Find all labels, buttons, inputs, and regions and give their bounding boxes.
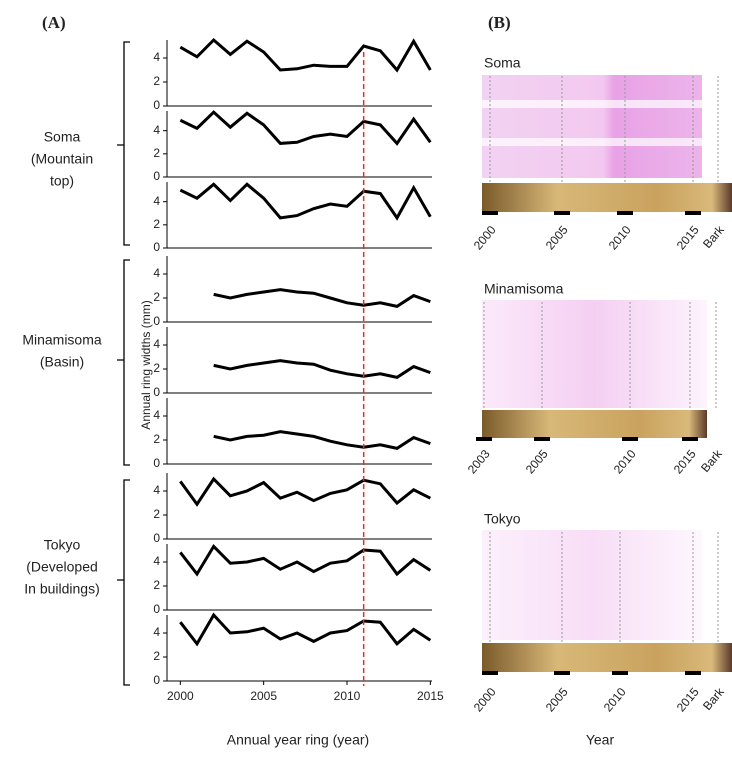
y-tick-label: 4 bbox=[153, 625, 160, 639]
x-axis-label: Year bbox=[586, 732, 615, 748]
scale-bar bbox=[685, 671, 701, 675]
year-label: 2015 bbox=[671, 447, 699, 477]
year-label: 2003 bbox=[465, 447, 493, 477]
year-label: Bark bbox=[700, 222, 727, 251]
group-label: Soma bbox=[44, 129, 81, 145]
y-tick-label: 0 bbox=[153, 531, 160, 545]
y-tick-label: 4 bbox=[153, 266, 160, 280]
year-label: 2010 bbox=[606, 223, 634, 253]
year-label: 2005 bbox=[523, 447, 551, 477]
group-label: top) bbox=[50, 173, 74, 189]
series-line bbox=[213, 430, 431, 450]
series-line bbox=[179, 182, 432, 221]
y-tick-label: 2 bbox=[153, 361, 160, 375]
y-tick-label: 2 bbox=[153, 74, 160, 88]
y-tick-label: 2 bbox=[153, 432, 160, 446]
y-tick-label: 4 bbox=[153, 408, 160, 422]
group-label: (Developed bbox=[26, 559, 98, 575]
year-label: Bark bbox=[700, 684, 727, 713]
y-tick-label: 4 bbox=[153, 554, 160, 568]
scale-bar bbox=[622, 437, 638, 441]
year-label: 2000 bbox=[471, 223, 499, 253]
group-label: In buildings) bbox=[24, 581, 100, 597]
y-tick-label: 0 bbox=[153, 240, 160, 254]
panel-label: (A) bbox=[42, 13, 66, 32]
bracket bbox=[117, 41, 130, 686]
y-tick-label: 0 bbox=[153, 456, 160, 470]
y-tick-label: 2 bbox=[153, 217, 160, 231]
group-label: (Mountain bbox=[31, 151, 93, 167]
x-tick-label: 2005 bbox=[250, 689, 277, 703]
year-label: 2010 bbox=[611, 447, 639, 477]
ring-images bbox=[482, 75, 732, 672]
scale-bar bbox=[685, 211, 701, 215]
year-label: Bark bbox=[698, 446, 725, 475]
y-tick-label: 2 bbox=[153, 507, 160, 521]
y-tick-label: 4 bbox=[153, 123, 160, 137]
y-tick-label: 2 bbox=[153, 290, 160, 304]
year-label: 2005 bbox=[543, 685, 571, 715]
series-line bbox=[179, 543, 432, 577]
scale-bar bbox=[612, 671, 628, 675]
year-label: 2005 bbox=[543, 223, 571, 253]
y-tick-label: 0 bbox=[153, 602, 160, 616]
y-tick-label: 2 bbox=[153, 146, 160, 160]
y-tick-label: 4 bbox=[153, 194, 160, 208]
y-tick-label: 4 bbox=[153, 483, 160, 497]
series-line bbox=[179, 476, 432, 507]
scale-bar bbox=[482, 211, 498, 215]
series-line bbox=[179, 37, 432, 73]
group-label: (Basin) bbox=[40, 354, 84, 370]
x-tick-label: 2000 bbox=[167, 689, 194, 703]
scale-bar bbox=[617, 211, 633, 215]
year-label: 2010 bbox=[601, 685, 629, 715]
y-tick-label: 4 bbox=[153, 337, 160, 351]
scale-bar bbox=[554, 211, 570, 215]
group-label: Tokyo bbox=[44, 537, 81, 553]
year-label: 2000 bbox=[471, 685, 499, 715]
y-tick-label: 2 bbox=[153, 649, 160, 663]
panel-label: (B) bbox=[488, 13, 511, 32]
y-tick-label: 2 bbox=[153, 578, 160, 592]
image-title: Minamisoma bbox=[484, 281, 564, 297]
y-tick-label: 0 bbox=[153, 98, 160, 112]
x-tick-label: 2015 bbox=[417, 689, 444, 703]
series-line bbox=[179, 612, 432, 647]
x-axis-label: Annual year ring (year) bbox=[227, 732, 369, 748]
y-tick-label: 0 bbox=[153, 169, 160, 183]
year-label: 2015 bbox=[674, 223, 702, 253]
series-line bbox=[213, 288, 431, 308]
series-line bbox=[213, 359, 431, 379]
y-tick-label: 0 bbox=[153, 314, 160, 328]
image-title: Soma bbox=[484, 55, 521, 71]
y-tick-label: 4 bbox=[153, 50, 160, 64]
image-title: Tokyo bbox=[484, 511, 521, 527]
scale-bar bbox=[482, 671, 498, 675]
x-tick-label: 2010 bbox=[334, 689, 361, 703]
scale-bar bbox=[682, 437, 698, 441]
group-label: Minamisoma bbox=[22, 332, 102, 348]
scale-bar bbox=[534, 437, 550, 441]
scale-bar bbox=[554, 671, 570, 675]
series-line bbox=[179, 110, 432, 146]
y-tick-label: 0 bbox=[153, 385, 160, 399]
y-axis-label: Annual ring widths (mm) bbox=[139, 300, 153, 429]
scale-bar bbox=[476, 437, 492, 441]
year-label: 2015 bbox=[674, 685, 702, 715]
y-tick-label: 0 bbox=[153, 673, 160, 687]
